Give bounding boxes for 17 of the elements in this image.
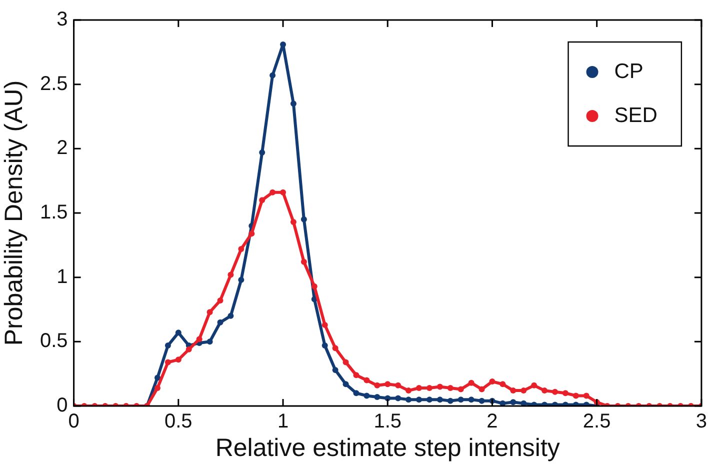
x-tick-label: 1 (277, 410, 289, 433)
y-tick-label: 0.5 (40, 330, 68, 352)
x-tick-label: 2 (486, 410, 498, 433)
y-tick-label: 0 (56, 394, 68, 417)
x-tick-label: 0.5 (164, 410, 192, 433)
y-axis-title: Probability Density (AU) (0, 80, 28, 346)
y-tick-label: 1 (56, 266, 68, 288)
y-tick-label: 3 (56, 8, 68, 31)
x-tick-label: 1.5 (374, 410, 402, 433)
x-tick-label: 3 (696, 410, 707, 433)
legend-label: CP (614, 60, 644, 83)
y-tick-label: 2.5 (40, 72, 68, 95)
y-tick-label: 1.5 (40, 202, 68, 224)
y-tick-label: 2 (56, 137, 68, 160)
x-axis-title: Relative estimate step intensity (215, 434, 560, 462)
x-tick-label: 2.5 (582, 410, 611, 433)
legend-label: SED (614, 104, 658, 127)
